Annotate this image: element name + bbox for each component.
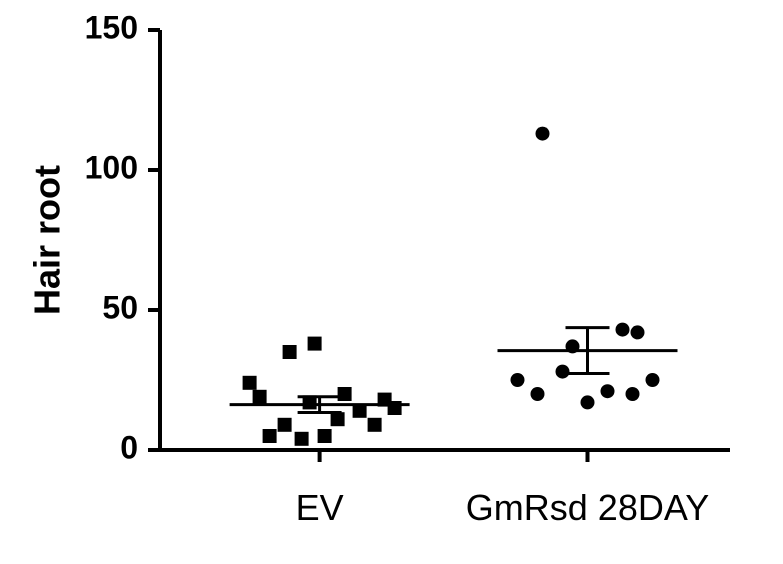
data-point-square	[283, 345, 297, 359]
data-point-square	[331, 412, 345, 426]
data-point-circle	[566, 339, 580, 353]
data-point-circle	[556, 365, 570, 379]
data-point-circle	[631, 325, 645, 339]
y-axis-label: Hair root	[27, 165, 68, 315]
ytick-label: 50	[102, 289, 138, 325]
chart-container: 0 50 100 150 Hair root EV GmRsd 28DAY	[0, 0, 783, 564]
data-point-circle	[626, 387, 640, 401]
category-label: EV	[296, 487, 344, 528]
data-point-circle	[646, 373, 660, 387]
data-points	[243, 127, 660, 446]
data-point-square	[243, 376, 257, 390]
ytick-label: 0	[120, 429, 138, 465]
error-bars	[230, 328, 678, 413]
data-point-square	[388, 401, 402, 415]
data-point-square	[303, 395, 317, 409]
data-point-circle	[536, 127, 550, 141]
data-point-square	[368, 418, 382, 432]
data-point-circle	[511, 373, 525, 387]
data-point-square	[295, 432, 309, 446]
data-point-square	[353, 404, 367, 418]
data-point-square	[318, 429, 332, 443]
data-point-square	[263, 429, 277, 443]
ytick-label: 100	[85, 149, 138, 185]
axis-labels: Hair root EV GmRsd 28DAY	[27, 165, 710, 528]
data-point-circle	[531, 387, 545, 401]
data-point-circle	[581, 395, 595, 409]
data-point-circle	[616, 323, 630, 337]
data-point-square	[253, 390, 267, 404]
category-label: GmRsd 28DAY	[466, 487, 709, 528]
data-point-square	[338, 387, 352, 401]
data-point-square	[278, 418, 292, 432]
ytick-label: 150	[85, 9, 138, 45]
data-point-square	[308, 337, 322, 351]
strip-chart: 0 50 100 150 Hair root EV GmRsd 28DAY	[0, 0, 783, 564]
data-point-circle	[601, 384, 615, 398]
